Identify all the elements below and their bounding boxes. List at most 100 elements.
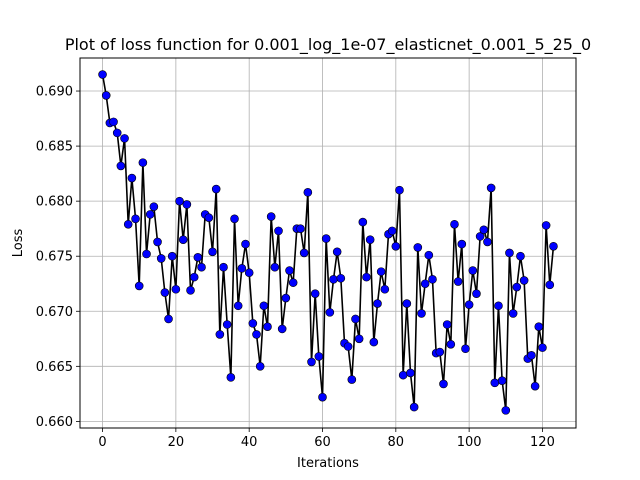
data-point [175,196,184,206]
data-point [417,309,426,318]
data-point [527,351,536,360]
data-point [189,272,199,282]
data-point [538,343,547,352]
x-tick-label: 40 [241,435,258,450]
data-point [490,378,500,388]
data-point [453,277,463,286]
data-point [226,373,236,382]
data-point [508,309,518,318]
data-point [233,301,243,311]
data-point [123,219,133,229]
y-tick-label: 0.675 [36,250,73,265]
data-point [395,185,404,195]
y-tick-label: 0.690 [36,85,73,100]
data-point [153,237,162,247]
data-point [222,320,232,329]
data-point [182,200,192,209]
series-loss [98,70,558,415]
y-tick-label: 0.665 [36,360,73,375]
data-point [116,161,126,171]
data-point [288,278,298,287]
data-point [134,281,144,291]
data-point [365,235,375,244]
data-point [512,282,522,292]
data-point [461,344,470,354]
x-tick-label: 100 [457,435,482,450]
data-point [274,226,283,236]
data-point [208,247,217,257]
grid-lines [80,58,576,428]
data-point [420,279,430,289]
data-point [215,330,225,339]
x-tick-label: 20 [168,435,185,450]
y-tick-label: 0.685 [36,140,73,155]
data-point [409,402,419,412]
data-point [186,286,195,295]
data-point [501,406,511,415]
data-point [255,362,265,371]
data-point [120,134,129,143]
data-point [270,262,280,272]
data-point [373,299,382,308]
data-point [237,264,247,273]
data-point [343,342,353,351]
data-point [131,214,140,224]
data-point [387,226,397,236]
x-tick-label: 60 [314,435,331,450]
data-point [149,202,159,211]
data-point [380,284,390,294]
data-point [310,289,320,298]
data-point [112,128,122,138]
data-point [145,210,155,219]
data-point [486,183,496,193]
chart-title: Plot of loss function for 0.001_log_1e-0… [65,35,591,55]
data-point [296,224,305,233]
data-point [362,272,371,282]
data-point [435,347,445,357]
data-point [428,275,437,284]
x-tick-label: 0 [98,435,106,450]
data-point [450,219,459,229]
y-tick-label: 0.660 [36,415,73,430]
data-point [178,235,188,244]
data-point [358,217,368,227]
data-point [472,289,481,298]
data-point [446,340,456,349]
y-axis-label: Loss [11,229,26,258]
data-point [266,212,276,221]
plot-frame [79,57,577,429]
data-point [442,320,452,329]
data-point [351,314,360,324]
data-point [468,266,478,275]
data-point [516,251,525,261]
data-point [406,368,415,378]
data-point [439,379,448,389]
data-point [127,173,137,183]
data-point [329,275,338,284]
data-point [402,299,412,308]
data-point [281,293,291,303]
data-point [376,267,386,276]
data-point [164,314,173,324]
data-point [101,91,111,100]
data-point [413,243,423,252]
data-point [530,381,540,391]
y-axis-ticks: 0.660 0.665 0.670 0.675 0.680 0.685 0.690 [36,85,80,430]
data-point [325,308,335,317]
data-point [197,262,206,272]
data-point [494,301,503,311]
data-point [204,213,214,222]
data-point [354,334,364,344]
data-point [241,239,250,249]
data-point [464,300,474,309]
data-point [545,280,555,290]
data-point [321,234,331,243]
data-point [263,322,272,331]
data-point [519,276,529,285]
data-point [457,239,467,249]
data-point [307,357,316,367]
data-point [160,288,170,297]
data-point [332,247,342,257]
data-point [156,254,166,263]
